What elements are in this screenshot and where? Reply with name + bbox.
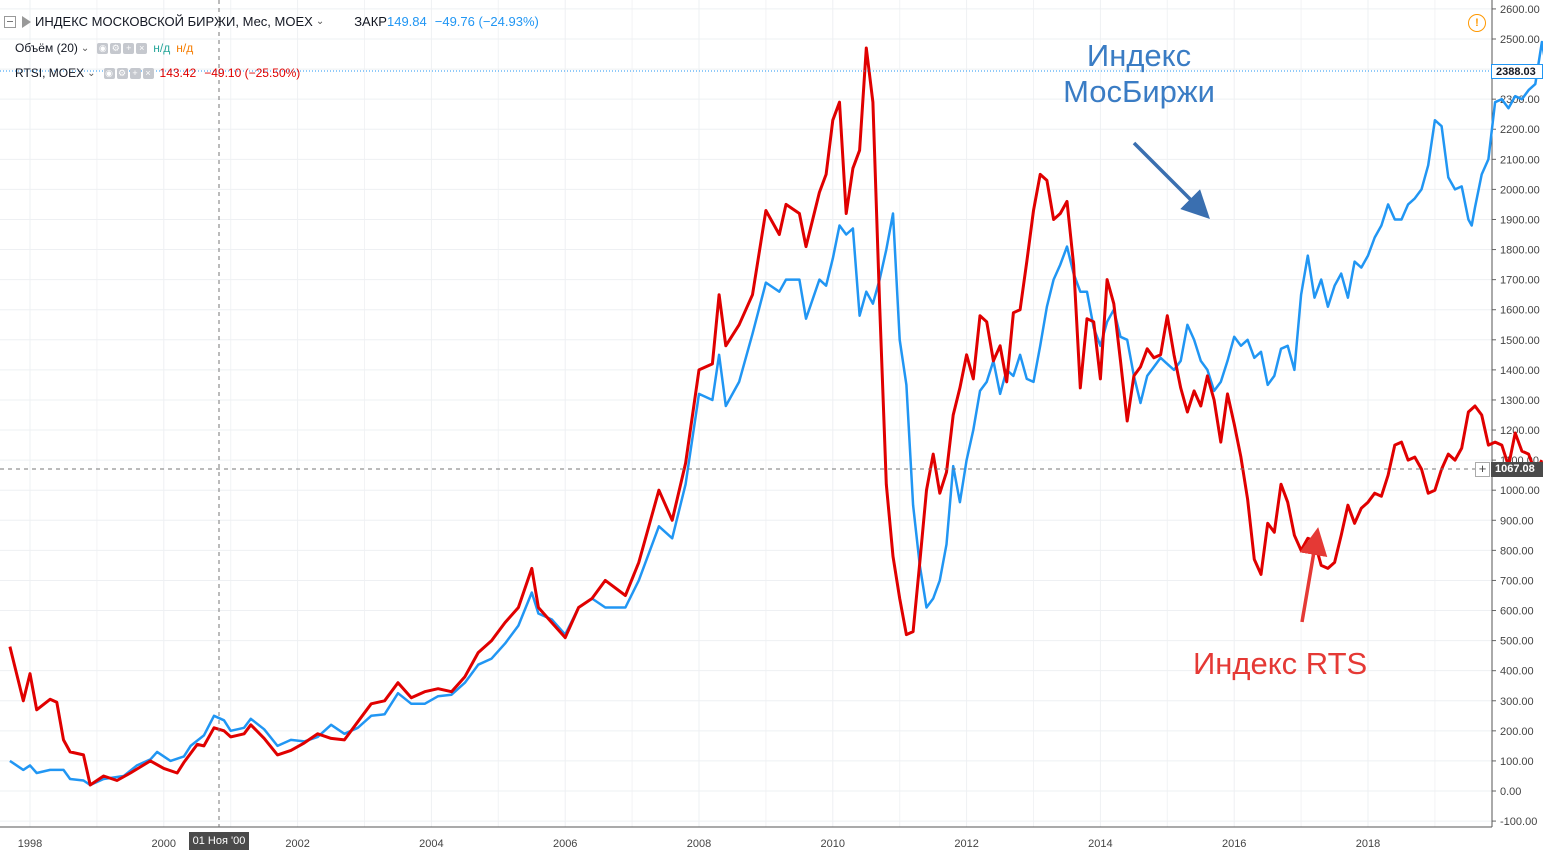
compare-value: 143.42 (159, 66, 197, 80)
y-tick-label: 1800.00 (1500, 245, 1540, 257)
x-tick-label: 2002 (285, 838, 309, 850)
y-tick-label: 500.00 (1500, 636, 1534, 648)
add-icon[interactable]: + (123, 42, 135, 54)
x-tick-label: 2016 (1222, 838, 1246, 850)
moex-annotation-arrow (1132, 141, 1210, 219)
warning-icon[interactable]: ! (1468, 14, 1486, 32)
chart-series (8, 40, 1543, 787)
chevron-down-icon[interactable]: ⌄ (87, 67, 96, 79)
symbol-title[interactable]: ИНДЕКС МОСКОВСКОЙ БИРЖИ, Мес, MOEX (35, 14, 313, 29)
volume-legend: Объём (20) ⌄ ◉ ⚙ + × н/д н/д (15, 41, 193, 55)
y-tick-label: 1700.00 (1500, 275, 1540, 287)
y-tick-label: 600.00 (1500, 606, 1534, 618)
y-tick-label: 1900.00 (1500, 214, 1540, 226)
rts-annotation-arrow (1299, 527, 1328, 623)
main-symbol-legend: ИНДЕКС МОСКОВСКОЙ БИРЖИ, Мес, MOEX ⌄ ЗАК… (4, 14, 539, 29)
y-tick-label: 700.00 (1500, 575, 1534, 587)
y-tick-label: 2500.00 (1500, 34, 1540, 46)
y-tick-label: 1000.00 (1500, 485, 1540, 497)
add-alert-icon[interactable]: + (1475, 462, 1490, 477)
compare-buttons: ◉ ⚙ + × (103, 67, 154, 79)
rts-series-line (8, 46, 1543, 787)
x-tick-label: 2010 (821, 838, 845, 850)
rts-annotation: Индекс RTS (1193, 646, 1368, 681)
y-tick-label: 2100.00 (1500, 154, 1540, 166)
study-buttons: ◉ ⚙ + × (97, 42, 148, 54)
y-tick-label: 100.00 (1500, 756, 1534, 768)
moex-series-line (9, 40, 1543, 787)
x-tick-label: 2004 (419, 838, 443, 850)
flag-icon (22, 15, 31, 28)
close-icon[interactable]: × (142, 67, 154, 79)
x-tick-label: 2000 (152, 838, 176, 850)
crosshair-date-label: 01 Ноя '00 (189, 832, 249, 850)
compare-change: −49.10 (−25.50%) (204, 66, 301, 80)
settings-icon[interactable]: ⚙ (116, 67, 128, 79)
close-change: −49.76 (−24.93%) (434, 14, 539, 29)
x-tick-label: 2018 (1356, 838, 1380, 850)
close-icon[interactable]: × (136, 42, 148, 54)
chart-overlay (0, 0, 1491, 827)
moex-annotation: Индекс МосБиржи (1054, 38, 1224, 110)
y-tick-label: 400.00 (1500, 666, 1534, 678)
eye-icon[interactable]: ◉ (103, 67, 115, 79)
y-tick-label: 900.00 (1500, 515, 1534, 527)
last-price-tag: 2388.03 (1491, 64, 1543, 79)
compare-legend: RTSI, MOEX ⌄ ◉ ⚙ + × 143.42 −49.10 (−25.… (15, 66, 300, 80)
chevron-down-icon[interactable]: ⌄ (80, 42, 90, 54)
volume-value-2: н/д (176, 41, 194, 55)
moex-annotation-line1: Индекс (1086, 38, 1192, 73)
x-tick-label: 2014 (1088, 838, 1112, 850)
crosshair-price-tag: 1067.08 (1491, 462, 1543, 477)
close-label: ЗАКР (354, 14, 387, 29)
y-tick-label: 2200.00 (1500, 124, 1540, 136)
y-tick-label: 1500.00 (1500, 335, 1540, 347)
add-icon[interactable]: + (129, 67, 141, 79)
volume-value-1: н/д (153, 41, 171, 55)
y-tick-label: 800.00 (1500, 545, 1534, 557)
x-tick-label: 2008 (687, 838, 711, 850)
y-tick-label: 2600.00 (1500, 4, 1540, 16)
settings-icon[interactable]: ⚙ (110, 42, 122, 54)
y-tick-label: 2000.00 (1500, 184, 1540, 196)
volume-label[interactable]: Объём (20) (15, 41, 78, 55)
y-tick-label: 1200.00 (1500, 425, 1540, 437)
y-tick-label: 300.00 (1500, 696, 1534, 708)
y-tick-label: -100.00 (1500, 816, 1537, 828)
chart-grid (0, 0, 1492, 827)
collapse-icon[interactable] (4, 15, 16, 28)
x-tick-label: 2006 (553, 838, 577, 850)
x-tick-label: 2012 (954, 838, 978, 850)
close-value: 149.84 (386, 14, 427, 29)
y-tick-label: 0.00 (1500, 786, 1521, 798)
y-tick-label: 200.00 (1500, 726, 1534, 738)
y-tick-label: 1400.00 (1500, 365, 1540, 377)
moex-annotation-line2: МосБиржи (1063, 74, 1215, 109)
compare-symbol-label[interactable]: RTSI, MOEX (15, 66, 85, 80)
y-tick-label: 1600.00 (1500, 305, 1540, 317)
eye-icon[interactable]: ◉ (97, 42, 109, 54)
x-tick-label: 1998 (18, 838, 42, 850)
y-tick-label: 1300.00 (1500, 395, 1540, 407)
chevron-down-icon[interactable]: ⌄ (315, 16, 325, 27)
